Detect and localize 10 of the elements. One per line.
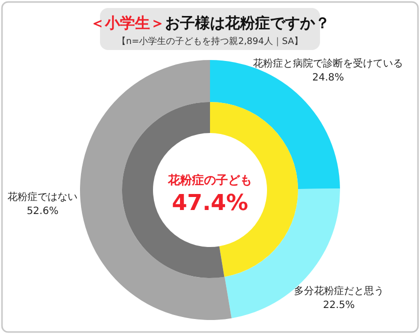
slice-label: 花粉症の子ども: [167, 173, 252, 187]
data-label: 52.6%: [26, 206, 58, 217]
chart-title: ＜小学生＞お子様は花粉症ですか？: [90, 14, 330, 32]
data-label: 24.8%: [312, 72, 344, 84]
slice-label: 多分花粉症だと思う: [294, 284, 384, 297]
slice-label: 花粉症ではない: [8, 190, 78, 203]
data-label: 47.4%: [172, 191, 248, 216]
data-label: 22.5%: [322, 300, 355, 311]
chart-subtitle: 【n=小学生の子どもを持つ親2,894人｜SA】: [116, 36, 304, 47]
slice-label: 花粉症と病院で診断を受けている: [253, 58, 404, 70]
